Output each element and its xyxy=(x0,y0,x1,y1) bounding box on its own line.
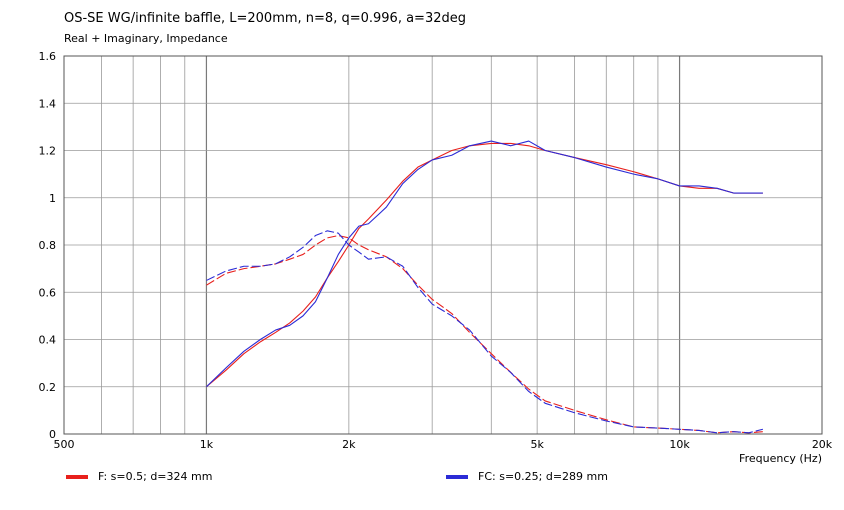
y-tick-label: 0.6 xyxy=(39,286,57,299)
legend-swatch-f xyxy=(66,474,88,479)
series-fc-imaginary-line xyxy=(206,230,764,434)
y-tick-label: 0.8 xyxy=(39,239,57,252)
series-fc-real-line xyxy=(206,140,763,388)
y-tick-label: 0 xyxy=(49,428,56,441)
legend-item-fc: FC: s=0.25; d=289 mm xyxy=(446,470,608,483)
legend-label-fc: FC: s=0.25; d=289 mm xyxy=(478,470,608,483)
chart-title: OS-SE WG/infinite baffle, L=200mm, n=8, … xyxy=(64,11,466,26)
legend-item-f: F: s=0.5; d=324 mm xyxy=(66,470,212,483)
y-tick-label: 1.4 xyxy=(39,97,57,110)
y-tick-label: 1 xyxy=(49,192,56,205)
x-tick-label: 2k xyxy=(342,438,356,451)
series-curves xyxy=(206,140,764,434)
legend-swatch-fc xyxy=(446,474,468,479)
plot-frame xyxy=(63,55,823,435)
tick-labels: 0 0.2 0.4 0.6 0.8 1 1.2 1.4 1.6 500 1k 2k 5k 10k 20k xyxy=(39,50,833,451)
x-tick-label: 5k xyxy=(530,438,544,451)
x-axis-label: Frequency (Hz) xyxy=(739,452,822,465)
x-tick-label: 10k xyxy=(669,438,690,451)
grid-lines xyxy=(64,56,822,434)
y-tick-label: 1.6 xyxy=(39,50,57,63)
y-tick-label: 0.2 xyxy=(39,381,57,394)
x-tick-label: 500 xyxy=(54,438,75,451)
x-tick-label: 1k xyxy=(200,438,214,451)
y-tick-label: 0.4 xyxy=(39,334,57,347)
legend-label-f: F: s=0.5; d=324 mm xyxy=(98,470,213,483)
x-tick-label: 20k xyxy=(812,438,833,451)
chart-subtitle: Real + Imaginary, Impedance xyxy=(64,32,228,45)
plot-border xyxy=(63,55,823,435)
y-tick-label: 1.2 xyxy=(39,145,57,158)
